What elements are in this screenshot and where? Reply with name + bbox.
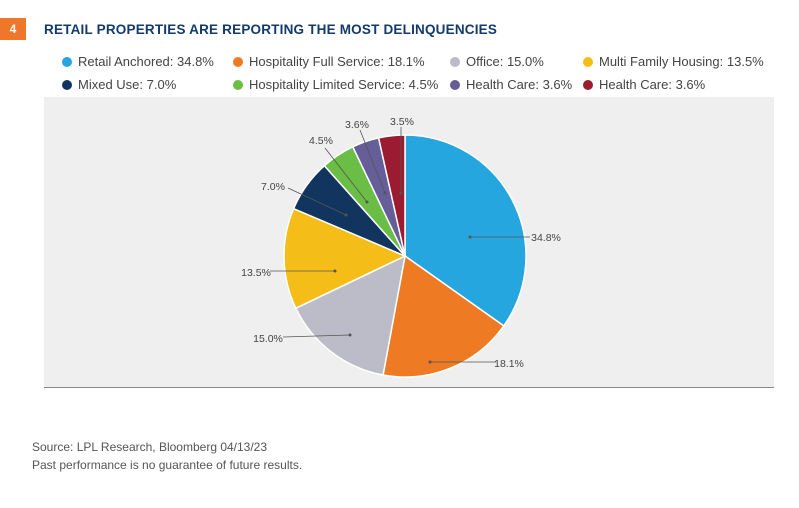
leader-line (282, 334, 351, 338)
leader-dot (333, 269, 337, 273)
disclaimer-text: Past performance is no guarantee of futu… (32, 458, 303, 472)
source-note: Source: LPL Research, Bloomberg 04/13/23… (32, 438, 302, 474)
legend-swatch (233, 79, 243, 90)
leader-dot (383, 191, 387, 195)
legend-swatch (450, 56, 460, 67)
legend-row: Retail Anchored: 34.8% Hospitality Full S… (62, 50, 792, 73)
figure-number-badge: 4 (0, 18, 26, 40)
legend-swatch (62, 56, 72, 67)
legend-item: Multi Family Housing: 13.5% (583, 54, 783, 69)
legend-label: Retail Anchored: 34.8% (78, 54, 214, 69)
legend-swatch (583, 79, 593, 90)
leader-line (359, 129, 386, 194)
legend-label: Mixed Use: 7.0% (78, 77, 177, 92)
legend-row: Mixed Use: 7.0% Hospitality Limited Servi… (62, 73, 792, 96)
legend-item: Hospitality Full Service: 18.1% (233, 54, 450, 69)
data-label: 13.5% (241, 267, 271, 279)
data-label: 34.8% (531, 232, 561, 244)
legend-swatch (62, 79, 72, 90)
leader-dot (399, 191, 403, 195)
legend-item: Hospitality Limited Service: 4.5% (233, 77, 450, 92)
legend-label: Multi Family Housing: 13.5% (599, 54, 764, 69)
legend-swatch (233, 56, 243, 67)
legend-item: Mixed Use: 7.0% (62, 77, 233, 92)
legend-swatch (450, 79, 460, 90)
pie-slice (283, 207, 407, 310)
leader-line (287, 187, 347, 216)
legend-item: Office: 15.0% (450, 54, 583, 69)
legend-label: Office: 15.0% (466, 54, 544, 69)
data-label: 7.0% (261, 181, 285, 193)
legend-item: Retail Anchored: 34.8% (62, 54, 233, 69)
chart-title: RETAIL PROPERTIES ARE REPORTING THE MOST… (44, 22, 498, 37)
legend-label: Hospitality Full Service: 18.1% (249, 54, 425, 69)
leader-dot (344, 213, 348, 217)
data-label: 18.1% (494, 358, 524, 370)
legend-label: Health Care: 3.6% (599, 77, 706, 92)
source-text: Source: LPL Research, Bloomberg 04/13/23 (32, 440, 268, 454)
data-label: 15.0% (253, 333, 283, 345)
leader-line (324, 147, 368, 203)
legend-item: Health Care: 3.6% (583, 77, 783, 92)
leader-dot (348, 333, 352, 337)
leader-dot (468, 235, 472, 239)
pie-slice (294, 254, 407, 376)
data-label: 3.5% (390, 116, 414, 128)
data-label: 4.5% (309, 135, 333, 147)
legend: Retail Anchored: 34.8% Hospitality Full S… (62, 50, 792, 96)
data-label: 3.6% (345, 119, 369, 131)
legend-item: Health Care: 3.6% (450, 77, 583, 92)
pie-slice (404, 134, 527, 327)
legend-label: Health Care: 3.6% (466, 77, 573, 92)
pie-slice (382, 254, 505, 378)
leader-dot (365, 200, 369, 204)
legend-swatch (583, 56, 593, 67)
legend-label: Hospitality Limited Service: 4.5% (249, 77, 439, 92)
leader-dot (428, 360, 432, 364)
pie-slice (377, 134, 406, 257)
